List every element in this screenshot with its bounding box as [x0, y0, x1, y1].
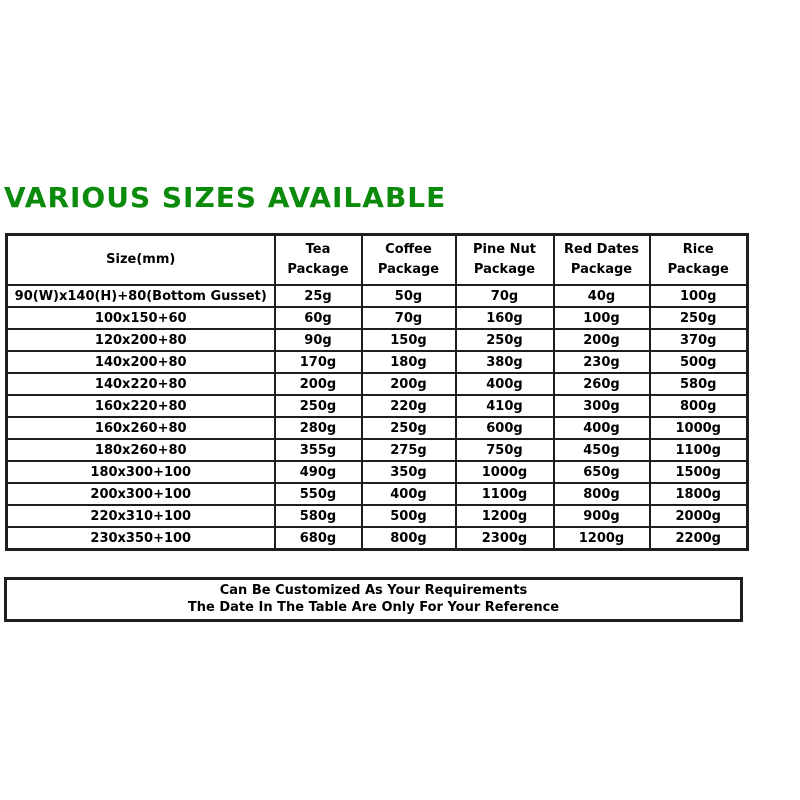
weight-cell: 250g — [360, 416, 457, 440]
page-title: VARIOUS SIZES AVAILABLE — [4, 181, 447, 214]
weight-cell: 800g — [360, 526, 457, 551]
weight-cell: 600g — [454, 416, 555, 440]
weight-cell: 180g — [360, 350, 457, 374]
weight-cell: 90g — [273, 328, 363, 352]
weight-cell: 580g — [648, 372, 749, 396]
weight-cell: 400g — [360, 482, 457, 506]
size-cell: 230x350+100 — [5, 526, 276, 551]
weight-cell: 650g — [552, 460, 651, 484]
weight-cell: 100g — [648, 284, 749, 308]
size-cell: 140x220+80 — [5, 372, 276, 396]
weight-cell: 1100g — [454, 482, 555, 506]
weight-cell: 400g — [454, 372, 555, 396]
weight-cell: 680g — [273, 526, 363, 551]
size-cell: 160x220+80 — [5, 394, 276, 418]
weight-cell: 220g — [360, 394, 457, 418]
weight-cell: 580g — [273, 504, 363, 528]
table-row: 180x300+100 490g 350g 1000g 650g 1500g — [5, 460, 749, 484]
weight-cell: 250g — [273, 394, 363, 418]
weight-cell: 550g — [273, 482, 363, 506]
table-body: 90(W)x140(H)+80(Bottom Gusset) 25g 50g 70g 4… — [5, 284, 749, 551]
weight-cell: 1000g — [648, 416, 749, 440]
weight-cell: 250g — [648, 306, 749, 330]
table-row: 90(W)x140(H)+80(Bottom Gusset) 25g 50g 70g 4… — [5, 284, 749, 308]
weight-cell: 250g — [454, 328, 555, 352]
table-row: 100x150+60 60g 70g 160g 100g 250g — [5, 306, 749, 330]
table-row: 230x350+100 680g 800g 2300g 1200g 2200g — [5, 526, 749, 551]
weight-cell: 370g — [648, 328, 749, 352]
size-cell: 180x260+80 — [5, 438, 276, 462]
header-row: Size(mm) Tea Package Coffee Package Pine Nu… — [5, 233, 749, 286]
weight-cell: 800g — [552, 482, 651, 506]
weight-cell: 40g — [552, 284, 651, 308]
sizes-table: Size(mm) Tea Package Coffee Package Pine Nu… — [5, 233, 749, 551]
weight-cell: 750g — [454, 438, 555, 462]
weight-cell: 100g — [552, 306, 651, 330]
weight-cell: 300g — [552, 394, 651, 418]
weight-cell: 490g — [273, 460, 363, 484]
weight-cell: 380g — [454, 350, 555, 374]
table-row: 140x200+80 170g 180g 380g 230g 500g — [5, 350, 749, 374]
table-row: 160x220+80 250g 220g 410g 300g 800g — [5, 394, 749, 418]
weight-cell: 410g — [454, 394, 555, 418]
weight-cell: 400g — [552, 416, 651, 440]
weight-cell: 1500g — [648, 460, 749, 484]
table-row: 120x200+80 90g 150g 250g 200g 370g — [5, 328, 749, 352]
table-row: 180x260+80 355g 275g 750g 450g 1100g — [5, 438, 749, 462]
weight-cell: 280g — [273, 416, 363, 440]
size-cell: 200x300+100 — [5, 482, 276, 506]
weight-cell: 2000g — [648, 504, 749, 528]
weight-cell: 450g — [552, 438, 651, 462]
weight-cell: 1000g — [454, 460, 555, 484]
weight-cell: 160g — [454, 306, 555, 330]
footer-line-2: The Date In The Table Are Only For Your … — [187, 600, 560, 615]
weight-cell: 2300g — [454, 526, 555, 551]
weight-cell: 900g — [552, 504, 651, 528]
column-header-0: Size(mm) — [5, 233, 276, 286]
column-header-5: Rice Package — [648, 233, 749, 286]
footer-note-box: Can Be Customized As Your Requirements T… — [4, 577, 743, 622]
column-header-4: Red Dates Package — [552, 233, 651, 286]
weight-cell: 260g — [552, 372, 651, 396]
column-header-2: Coffee Package — [360, 233, 457, 286]
weight-cell: 1200g — [454, 504, 555, 528]
weight-cell: 200g — [360, 372, 457, 396]
table-row: 160x260+80 280g 250g 600g 400g 1000g — [5, 416, 749, 440]
size-cell: 120x200+80 — [5, 328, 276, 352]
weight-cell: 150g — [360, 328, 457, 352]
weight-cell: 1200g — [552, 526, 651, 551]
weight-cell: 25g — [273, 284, 363, 308]
weight-cell: 230g — [552, 350, 651, 374]
table-row: 140x220+80 200g 200g 400g 260g 580g — [5, 372, 749, 396]
weight-cell: 500g — [648, 350, 749, 374]
table-header: Size(mm) Tea Package Coffee Package Pine Nu… — [5, 233, 749, 286]
weight-cell: 500g — [360, 504, 457, 528]
weight-cell: 200g — [552, 328, 651, 352]
table-row: 220x310+100 580g 500g 1200g 900g 2000g — [5, 504, 749, 528]
weight-cell: 2200g — [648, 526, 749, 551]
size-cell: 160x260+80 — [5, 416, 276, 440]
column-header-1: Tea Package — [273, 233, 363, 286]
weight-cell: 70g — [360, 306, 457, 330]
weight-cell: 355g — [273, 438, 363, 462]
size-cell: 90(W)x140(H)+80(Bottom Gusset) — [5, 284, 276, 308]
table-row: 200x300+100 550g 400g 1100g 800g 1800g — [5, 482, 749, 506]
weight-cell: 1100g — [648, 438, 749, 462]
size-cell: 180x300+100 — [5, 460, 276, 484]
footer-line-1: Can Be Customized As Your Requirements — [219, 583, 528, 598]
size-cell: 100x150+60 — [5, 306, 276, 330]
weight-cell: 200g — [273, 372, 363, 396]
weight-cell: 275g — [360, 438, 457, 462]
weight-cell: 800g — [648, 394, 749, 418]
weight-cell: 50g — [360, 284, 457, 308]
weight-cell: 60g — [273, 306, 363, 330]
weight-cell: 350g — [360, 460, 457, 484]
size-cell: 220x310+100 — [5, 504, 276, 528]
weight-cell: 70g — [454, 284, 555, 308]
size-cell: 140x200+80 — [5, 350, 276, 374]
weight-cell: 170g — [273, 350, 363, 374]
column-header-3: Pine Nut Package — [454, 233, 555, 286]
weight-cell: 1800g — [648, 482, 749, 506]
